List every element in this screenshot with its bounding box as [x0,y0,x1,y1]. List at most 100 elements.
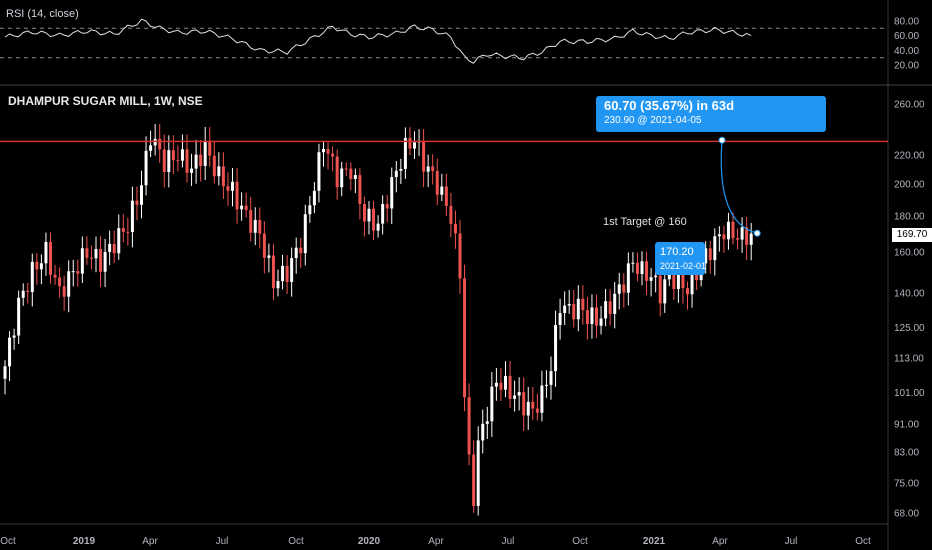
candle-body [94,249,98,259]
candle-body [704,248,708,264]
candle-body [322,148,325,153]
candle-body [190,168,194,173]
candle-body [713,236,717,261]
candle-body [30,261,34,292]
rsi-tick-label: 60.00 [894,31,919,42]
price-tick-label: 91.00 [894,420,919,431]
candle-body [58,277,62,287]
candle-body [12,335,16,338]
candle-body [622,284,626,293]
candle-body [431,166,435,171]
candle-body [267,255,271,258]
candle-body [240,205,244,210]
candle-body [554,324,558,372]
candle-body [663,279,667,304]
candle-body [481,423,485,441]
candle-body [608,301,612,314]
candle-body [89,257,93,259]
projection-start-dot [753,229,761,237]
candle-body [499,382,503,390]
current-price-badge: 169.70 [892,228,932,242]
candle-body [599,318,603,326]
candle-body [494,382,498,387]
candle-body [745,227,749,245]
candle-body [358,175,362,204]
time-tick-label: Apr [142,536,158,547]
candle-body [26,290,30,292]
candle-body [544,384,548,386]
price-tick-label: 180.00 [894,212,925,223]
candle-body [162,149,166,172]
time-axis: Oct 2019 Apr Jul Oct 2020 Apr Jul Oct 2021 Apr Jul O… [0,536,871,547]
candle-body [658,275,662,304]
candle-body [458,233,462,279]
time-tick-label: Jul [216,536,229,547]
rsi-tick-label: 80.00 [894,16,919,27]
price-tick-label: 260.00 [894,100,925,111]
candle-body [71,271,75,273]
price-tick-label: 101.00 [894,388,925,399]
candle-body [517,392,521,396]
candle-body [463,278,467,398]
start-date-text: 2021-02-01 [660,261,707,271]
candle-body [80,248,84,274]
candle-body [312,190,316,206]
candle-body [231,181,234,191]
projection-main-text: 60.70 (35.67%) in 63d [604,98,735,113]
candle-body [640,261,644,275]
start-label-box[interactable] [655,242,705,275]
candle-body [199,154,203,166]
candle-body [176,160,180,162]
candle-body [294,247,298,259]
candle-body [317,152,321,191]
price-tick-label: 83.00 [894,448,919,459]
candle-body [249,209,253,233]
candle-body [308,205,312,215]
candle-body [3,366,7,379]
candle-body [349,168,353,179]
candle-body [185,149,189,173]
candle-body [208,141,212,156]
candle-body [221,166,225,187]
candle-body [180,149,184,161]
candle-body [340,168,344,188]
candle-body [444,186,448,206]
candle-body [581,298,585,311]
candle-body [344,168,348,170]
candle-body [130,200,134,232]
candle-body [126,231,130,233]
candle-body [513,395,517,399]
projection-label-box[interactable] [596,96,826,132]
candle-body [676,272,680,290]
candle-body [749,233,753,245]
candle-body [253,219,257,233]
overlays [0,136,888,237]
candle-body [690,269,694,295]
candle-body [244,205,248,210]
candle-body [85,248,89,258]
time-tick-label: 2019 [73,536,96,547]
candle-body [158,138,162,150]
candle-body [490,386,494,422]
rsi-line [4,18,752,64]
candle-body [258,219,262,234]
candle-body [572,304,576,320]
candle-body [535,408,539,413]
candle-body [590,307,594,324]
candle-body [604,301,608,319]
candle-body [558,312,562,325]
rsi-indicator-label[interactable]: RSI (14, close) [6,8,79,20]
candle-body [299,247,303,254]
candle-body [144,150,148,186]
candle-body [422,140,426,172]
candle-body [372,208,376,231]
candle-body [476,440,480,506]
candle-body [585,310,589,324]
time-tick-label: Oct [0,536,16,547]
candle-body [62,286,66,297]
price-tick-label: 75.00 [894,479,919,490]
candle-body [531,401,535,409]
candle-body [467,397,471,455]
